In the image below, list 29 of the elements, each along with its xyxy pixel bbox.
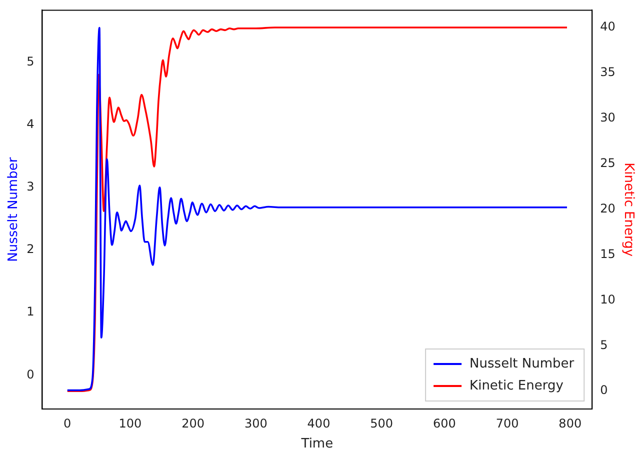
y2-axis-title: Kinetic Energy: [620, 162, 636, 257]
x-tick-label: 100: [118, 416, 142, 430]
y2-tick-label: 30: [600, 110, 616, 124]
y-tick-label: 0: [26, 367, 34, 382]
y-tick-label: 5: [26, 54, 34, 68]
y-axis-title: Nusselt Number: [6, 156, 22, 262]
x-tick-label: 700: [496, 416, 519, 430]
y2-tick-label: 40: [600, 20, 616, 34]
y-tick-label: 2: [26, 242, 34, 256]
y2-tick-label: 0: [600, 383, 608, 398]
legend-label: Nusselt Number: [470, 356, 575, 372]
y2-tick-label: 20: [600, 201, 616, 216]
x-tick-label: 300: [244, 416, 268, 430]
y2-tick-label: 35: [600, 65, 616, 80]
y-tick-label: 3: [26, 180, 34, 194]
x-axis-title: Time: [300, 436, 334, 452]
x-tick-label: 400: [307, 416, 330, 430]
y-tick-label: 1: [26, 304, 34, 319]
x-tick-label: 500: [370, 416, 394, 430]
y2-tick-label: 10: [600, 292, 616, 306]
y-tick-label: 4: [26, 116, 34, 131]
y2-tick-label: 15: [600, 246, 616, 261]
x-tick-label: 600: [432, 416, 456, 430]
x-tick-label: 0: [64, 416, 72, 430]
x-tick-label: 200: [182, 416, 205, 430]
legend-label: Kinetic Energy: [470, 378, 564, 394]
y2-tick-label: 5: [600, 338, 608, 352]
x-tick-label: 800: [558, 416, 582, 430]
y2-tick-label: 25: [600, 156, 616, 170]
